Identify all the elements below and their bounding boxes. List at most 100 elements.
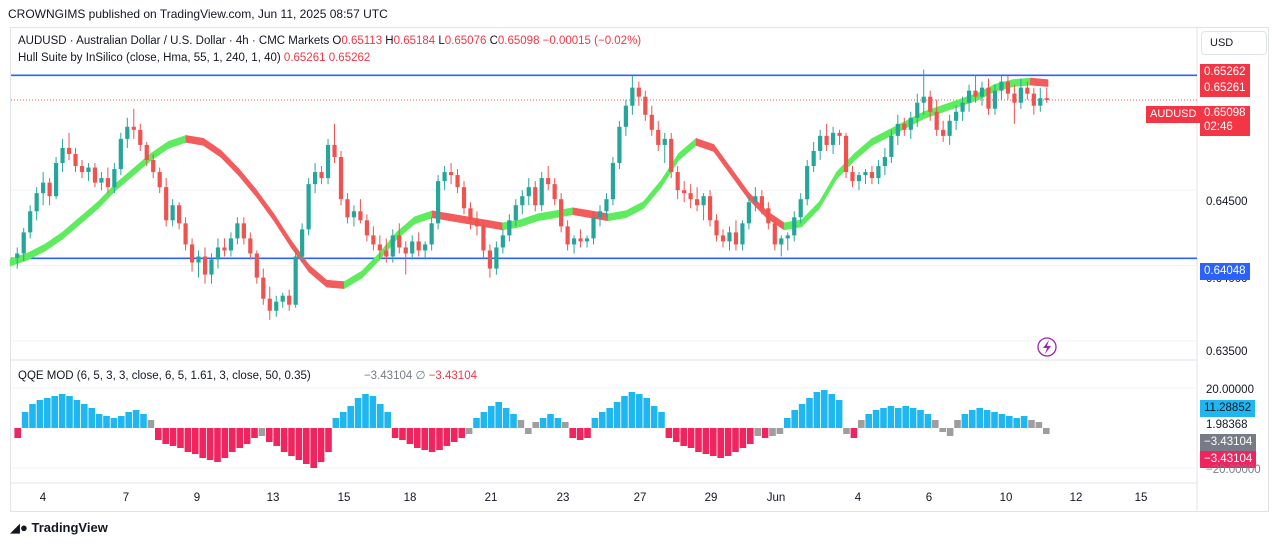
- qqe-bar: [732, 428, 739, 452]
- hull-segment: [343, 270, 363, 290]
- change-value: −0.00015 (−0.02%): [542, 35, 642, 47]
- candle-body: [15, 253, 20, 258]
- candle-body: [448, 172, 454, 176]
- qqe-bar: [251, 428, 258, 438]
- candle-body: [876, 166, 881, 179]
- qqe-bar: [650, 406, 658, 428]
- hull-segment: [44, 231, 64, 252]
- qqe-bar: [362, 394, 369, 428]
- candle-body: [254, 253, 259, 278]
- candle-body: [513, 205, 518, 221]
- publisher-line: CROWNGIMS published on TradingView.com, …: [8, 7, 388, 21]
- candle-body: [805, 166, 810, 200]
- tv-icon: ◢●: [10, 520, 28, 535]
- qqe-bar: [58, 394, 66, 428]
- qqe-bar: [939, 428, 946, 432]
- candle-body: [507, 220, 512, 236]
- qqe-bar: [288, 428, 295, 456]
- candle-body: [552, 184, 557, 200]
- candle-body: [759, 196, 764, 209]
- bar-countdown: 02:46: [1204, 121, 1233, 133]
- qqe-bar: [1043, 428, 1050, 434]
- hull-legend[interactable]: Hull Suite by InSilico (close, Hma, 55, …: [18, 52, 370, 64]
- qqe-legend[interactable]: QQE MOD (6, 5, 3, 3, close, 6, 5, 1.61, …: [18, 368, 477, 382]
- candle-body: [701, 196, 706, 206]
- hull-segment: [607, 210, 627, 222]
- time-tick: 4: [40, 492, 47, 504]
- candle-body: [215, 247, 221, 260]
- candle-body: [53, 163, 59, 197]
- candle-body: [177, 205, 182, 224]
- candle-body: [941, 129, 946, 136]
- candle-body: [999, 81, 1004, 91]
- candle-body: [649, 114, 654, 130]
- hull-segment: [555, 207, 574, 219]
- time-tick: 10: [1000, 492, 1013, 504]
- grid: [11, 28, 1198, 511]
- close-value: 0.65098: [497, 35, 540, 47]
- qqe-bar: [332, 418, 340, 428]
- candle-body: [591, 217, 596, 239]
- candle-body: [364, 220, 369, 236]
- qqe-bar: [340, 412, 347, 428]
- candle-body: [746, 202, 752, 224]
- qqe-bar: [739, 428, 747, 448]
- qqe-bar: [303, 428, 310, 464]
- hull-label: Hull Suite by InSilico (close, Hma, 55, …: [18, 52, 281, 64]
- qqe-bar: [961, 414, 969, 428]
- qqe-bar: [103, 416, 110, 428]
- candle-body: [533, 187, 538, 206]
- qqe-bar: [902, 406, 909, 428]
- candle-body: [170, 205, 175, 221]
- chart-frame[interactable]: [10, 27, 1269, 512]
- qqe-bar: [354, 398, 362, 428]
- qqe-bar: [1028, 420, 1035, 428]
- candle-body: [902, 123, 907, 130]
- last-price: 0.65098: [1204, 107, 1246, 119]
- qqe-bar: [214, 428, 221, 462]
- tradingview-logo[interactable]: ◢● TradingView: [10, 520, 108, 536]
- qqe-bar: [584, 428, 591, 438]
- currency-button[interactable]: USD: [1201, 31, 1267, 55]
- qqe-bar: [687, 428, 695, 448]
- candle-body: [539, 178, 544, 206]
- qqe-bar: [569, 428, 576, 438]
- hull-segment: [572, 207, 591, 219]
- candles: [15, 69, 1049, 320]
- qqe-bar: [73, 400, 81, 428]
- qqe-bar: [169, 428, 177, 446]
- lightning-icon[interactable]: [1037, 337, 1057, 357]
- hull-segment: [695, 137, 715, 152]
- qqe-bar: [184, 428, 192, 452]
- hull-segment: [273, 212, 292, 249]
- candle-body: [287, 295, 292, 305]
- candle-body: [261, 277, 266, 299]
- candle-body: [856, 175, 862, 182]
- qqe-bar: [517, 420, 525, 428]
- qqe-bar: [206, 428, 214, 460]
- candle-body: [306, 184, 311, 230]
- open-label: O: [332, 35, 342, 47]
- time-tick: 9: [194, 492, 200, 504]
- candle-body: [824, 135, 829, 145]
- hull-segment: [449, 213, 468, 225]
- qqe-bar: [14, 428, 21, 438]
- candle-body: [960, 102, 965, 112]
- candle-body: [300, 229, 305, 257]
- hull-segment: [537, 210, 556, 222]
- qqe-bar: [480, 412, 488, 428]
- time-tick: 15: [1135, 492, 1148, 504]
- candle-body: [118, 138, 123, 170]
- candle-body: [863, 172, 868, 176]
- candle-body: [630, 87, 635, 106]
- candle-body: [138, 129, 143, 145]
- qqe-bar: [436, 428, 443, 450]
- qqe-bar: [44, 398, 51, 428]
- candle-body: [623, 105, 628, 127]
- qqe-bar: [798, 404, 806, 428]
- qqe-tag-2: 1.98368: [1206, 419, 1248, 431]
- close-label: C: [489, 35, 498, 47]
- candle-body: [241, 223, 246, 239]
- candle-body: [429, 223, 434, 245]
